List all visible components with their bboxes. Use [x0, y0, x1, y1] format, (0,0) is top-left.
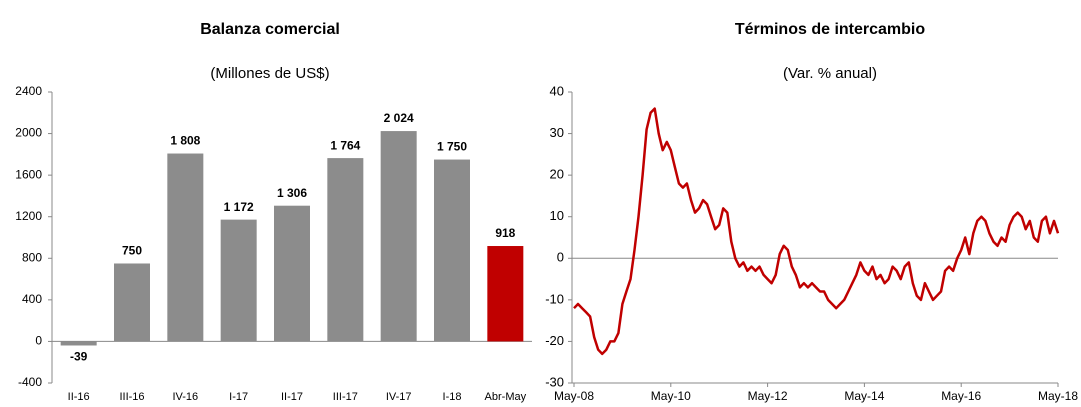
y-tick-label: 10 — [550, 208, 564, 223]
x-tick-label: IV-17 — [386, 391, 412, 403]
bar — [380, 131, 417, 342]
line — [573, 107, 1060, 356]
y-tick-label: 800 — [22, 250, 42, 264]
x-tick-label: May-16 — [941, 389, 981, 403]
y-tick-label: 0 — [35, 334, 42, 348]
value-label: 2 024 — [384, 111, 414, 125]
x-tick-label: Abr-May — [485, 391, 527, 403]
y-tick-label: -30 — [545, 374, 564, 389]
value-label: 1 750 — [437, 140, 467, 154]
bar — [434, 159, 470, 342]
y-tick-label: 1600 — [15, 167, 42, 181]
x-tick-label: II-16 — [68, 391, 90, 403]
y-tick-label: 2400 — [15, 84, 42, 98]
chart-title: Términos de intercambio — [735, 21, 925, 38]
y-tick-label: 400 — [22, 292, 42, 306]
bar — [327, 158, 364, 342]
value-label: 1 808 — [170, 134, 200, 148]
x-tick-label: May-10 — [651, 389, 691, 403]
value-label: 1 306 — [277, 186, 307, 200]
y-tick-label: 20 — [550, 167, 564, 182]
y-tick-label: 1200 — [15, 209, 42, 223]
bar — [487, 246, 524, 342]
y-tick-label: -400 — [18, 375, 42, 389]
y-tick-label: -20 — [545, 333, 564, 348]
value-label: 1 172 — [224, 200, 254, 214]
bar — [167, 153, 204, 342]
bar — [274, 205, 310, 342]
x-tick-label: May-18 — [1038, 389, 1078, 403]
chart-subtitle: (Var. % anual) — [783, 65, 877, 82]
x-tick-label: III-16 — [119, 391, 144, 403]
value-label: -39 — [70, 350, 88, 364]
x-tick-label: I-18 — [443, 391, 462, 403]
bar — [220, 219, 257, 342]
x-tick-label: II-17 — [281, 391, 303, 403]
x-tick-label: I-17 — [229, 391, 248, 403]
bar — [114, 263, 150, 342]
x-tick-label: III-17 — [333, 391, 358, 403]
value-label: 750 — [122, 244, 142, 258]
bar — [60, 341, 97, 346]
chart-title: Balanza comercial — [200, 21, 340, 38]
y-tick-label: 40 — [550, 83, 564, 98]
x-tick-label: May-08 — [554, 389, 594, 403]
value-label: 1 764 — [330, 138, 360, 152]
chart-subtitle: (Millones de US$) — [210, 65, 329, 82]
x-tick-label: May-14 — [844, 389, 884, 403]
y-tick-label: 2000 — [15, 126, 42, 140]
y-tick-label: 30 — [550, 125, 564, 140]
y-tick-label: 0 — [557, 250, 564, 265]
value-label: 918 — [495, 226, 515, 240]
y-tick-label: -10 — [545, 291, 564, 306]
x-tick-label: May-12 — [748, 389, 788, 403]
x-tick-label: IV-16 — [172, 391, 198, 403]
